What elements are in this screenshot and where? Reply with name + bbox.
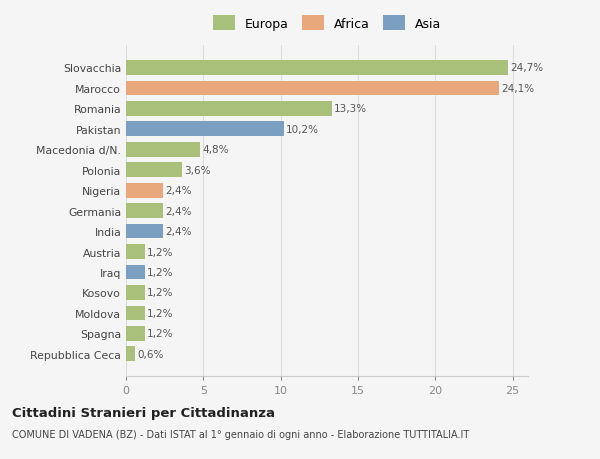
Legend: Europa, Africa, Asia: Europa, Africa, Asia bbox=[209, 12, 445, 34]
Bar bbox=[126, 163, 182, 178]
Bar bbox=[126, 184, 163, 198]
Bar bbox=[126, 143, 200, 157]
Text: 24,7%: 24,7% bbox=[510, 63, 544, 73]
Text: 2,4%: 2,4% bbox=[166, 186, 192, 196]
Bar bbox=[126, 306, 145, 320]
Text: 1,2%: 1,2% bbox=[147, 247, 173, 257]
Bar bbox=[126, 224, 163, 239]
Text: 1,2%: 1,2% bbox=[147, 288, 173, 298]
Text: 2,4%: 2,4% bbox=[166, 227, 192, 236]
Text: 4,8%: 4,8% bbox=[203, 145, 229, 155]
Text: 10,2%: 10,2% bbox=[286, 124, 319, 134]
Text: COMUNE DI VADENA (BZ) - Dati ISTAT al 1° gennaio di ogni anno - Elaborazione TUT: COMUNE DI VADENA (BZ) - Dati ISTAT al 1°… bbox=[12, 429, 469, 439]
Bar bbox=[126, 102, 332, 117]
Text: 0,6%: 0,6% bbox=[137, 349, 164, 359]
Bar bbox=[126, 326, 145, 341]
Bar bbox=[126, 204, 163, 218]
Text: 1,2%: 1,2% bbox=[147, 329, 173, 339]
Bar bbox=[126, 61, 508, 76]
Text: 3,6%: 3,6% bbox=[184, 165, 211, 175]
Bar bbox=[126, 347, 135, 361]
Bar bbox=[126, 122, 284, 137]
Text: 1,2%: 1,2% bbox=[147, 268, 173, 277]
Bar bbox=[126, 245, 145, 259]
Text: Cittadini Stranieri per Cittadinanza: Cittadini Stranieri per Cittadinanza bbox=[12, 406, 275, 419]
Bar bbox=[126, 81, 499, 96]
Text: 13,3%: 13,3% bbox=[334, 104, 367, 114]
Bar bbox=[126, 265, 145, 280]
Text: 24,1%: 24,1% bbox=[501, 84, 534, 94]
Text: 1,2%: 1,2% bbox=[147, 308, 173, 318]
Bar bbox=[126, 285, 145, 300]
Text: 2,4%: 2,4% bbox=[166, 206, 192, 216]
